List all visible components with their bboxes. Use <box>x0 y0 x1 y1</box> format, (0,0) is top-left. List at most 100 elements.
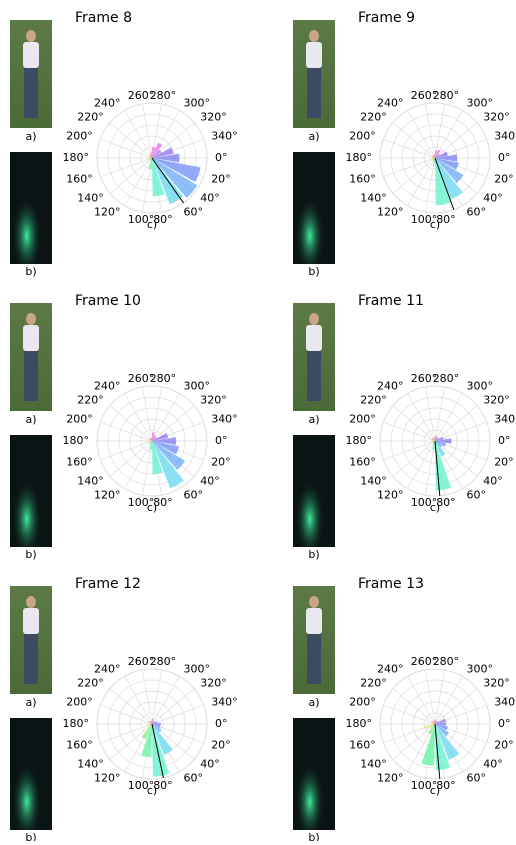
label-b: b) <box>25 548 36 561</box>
photo-legs <box>24 634 38 684</box>
panel: Frame 12a)b)0°20°40°60°80°100°120°140°16… <box>10 576 238 841</box>
label-b: b) <box>25 265 36 278</box>
photo-shirt <box>23 42 39 68</box>
angle-label: 180° <box>63 151 90 164</box>
angle-label: 200° <box>66 695 93 708</box>
angle-label: 160° <box>349 739 376 752</box>
angle-label: 60° <box>184 772 204 785</box>
panel-title: Frame 9 <box>358 10 415 26</box>
angle-label: 240° <box>94 379 121 392</box>
angle-label: 140° <box>77 191 104 204</box>
label-b: b) <box>308 831 319 841</box>
panel-title: Frame 8 <box>75 10 132 26</box>
flow-blob <box>10 152 52 264</box>
photo-head <box>26 596 36 608</box>
label-a: a) <box>25 413 36 426</box>
angle-label: 320° <box>200 111 227 124</box>
panel-title: Frame 13 <box>358 576 424 592</box>
angle-label: 0° <box>498 717 511 730</box>
angle-label: 200° <box>349 129 376 142</box>
angle-label: 340° <box>211 695 238 708</box>
panel: Frame 11a)b)0°20°40°60°80°100°120°140°16… <box>293 293 516 561</box>
angle-label: 300° <box>467 662 494 675</box>
label-b: b) <box>25 831 36 841</box>
angle-label: 200° <box>66 412 93 425</box>
label-a: a) <box>25 696 36 709</box>
angle-label: 340° <box>211 129 238 142</box>
angle-label: 200° <box>349 412 376 425</box>
angle-label: 20° <box>211 739 231 752</box>
angle-label: 320° <box>200 394 227 407</box>
angle-label: 0° <box>215 717 228 730</box>
angle-label: 120° <box>94 206 121 219</box>
photo-head <box>309 313 319 325</box>
angle-label: 120° <box>377 772 404 785</box>
angle-label: 280° <box>150 372 177 385</box>
label-c: c) <box>147 501 157 514</box>
photo-legs <box>307 68 321 118</box>
angle-label: 200° <box>66 129 93 142</box>
angle-label: 280° <box>150 89 177 102</box>
angle-label: 0° <box>498 151 511 164</box>
photo-legs <box>307 351 321 401</box>
angle-label: 140° <box>360 191 387 204</box>
panel-title: Frame 12 <box>75 576 141 592</box>
angle-label: 220° <box>360 394 387 407</box>
label-b: b) <box>308 265 319 278</box>
angle-label: 280° <box>150 655 177 668</box>
label-a: a) <box>308 130 319 143</box>
angle-label: 240° <box>377 379 404 392</box>
angle-label: 320° <box>200 677 227 690</box>
label-b: b) <box>308 548 319 561</box>
angle-label: 180° <box>346 151 373 164</box>
angle-label: 280° <box>433 89 460 102</box>
flow-blob <box>10 435 52 547</box>
angle-label: 20° <box>494 173 514 186</box>
angle-label: 40° <box>483 757 503 770</box>
angle-label: 20° <box>494 456 514 469</box>
angle-label: 300° <box>184 379 211 392</box>
photo-head <box>26 30 36 42</box>
label-c: c) <box>430 501 440 514</box>
label-a: a) <box>25 130 36 143</box>
photo-head <box>26 313 36 325</box>
angle-label: 320° <box>483 677 510 690</box>
angle-label: 120° <box>377 206 404 219</box>
angle-label: 300° <box>184 662 211 675</box>
angle-label: 220° <box>77 111 104 124</box>
angle-label: 60° <box>467 206 487 219</box>
panel: Frame 9a)b)0°20°40°60°80°100°120°140°160… <box>293 10 516 278</box>
angle-label: 160° <box>349 456 376 469</box>
photo-shirt <box>23 325 39 351</box>
angle-label: 140° <box>77 474 104 487</box>
flow-blob <box>293 152 335 264</box>
angle-label: 240° <box>377 662 404 675</box>
angle-label: 160° <box>66 739 93 752</box>
angle-label: 240° <box>377 96 404 109</box>
angle-label: 40° <box>200 191 220 204</box>
angle-label: 20° <box>494 739 514 752</box>
angle-label: 220° <box>360 111 387 124</box>
label-a: a) <box>308 413 319 426</box>
photo-head <box>309 30 319 42</box>
angle-label: 0° <box>215 434 228 447</box>
photo-shirt <box>306 42 322 68</box>
angle-label: 280° <box>433 372 460 385</box>
angle-label: 60° <box>184 206 204 219</box>
angle-label: 20° <box>211 456 231 469</box>
angle-label: 340° <box>494 129 516 142</box>
angle-label: 60° <box>467 772 487 785</box>
angle-label: 160° <box>66 173 93 186</box>
angle-label: 40° <box>483 191 503 204</box>
angle-label: 240° <box>94 96 121 109</box>
panel: Frame 13a)b)0°20°40°60°80°100°120°140°16… <box>293 576 516 841</box>
angle-label: 320° <box>483 111 510 124</box>
angle-label: 180° <box>63 717 90 730</box>
flow-blob <box>293 718 335 830</box>
photo-head <box>309 596 319 608</box>
angle-label: 160° <box>349 173 376 186</box>
angle-label: 0° <box>215 151 228 164</box>
angle-label: 120° <box>94 772 121 785</box>
angle-label: 0° <box>498 434 511 447</box>
angle-label: 60° <box>184 489 204 502</box>
